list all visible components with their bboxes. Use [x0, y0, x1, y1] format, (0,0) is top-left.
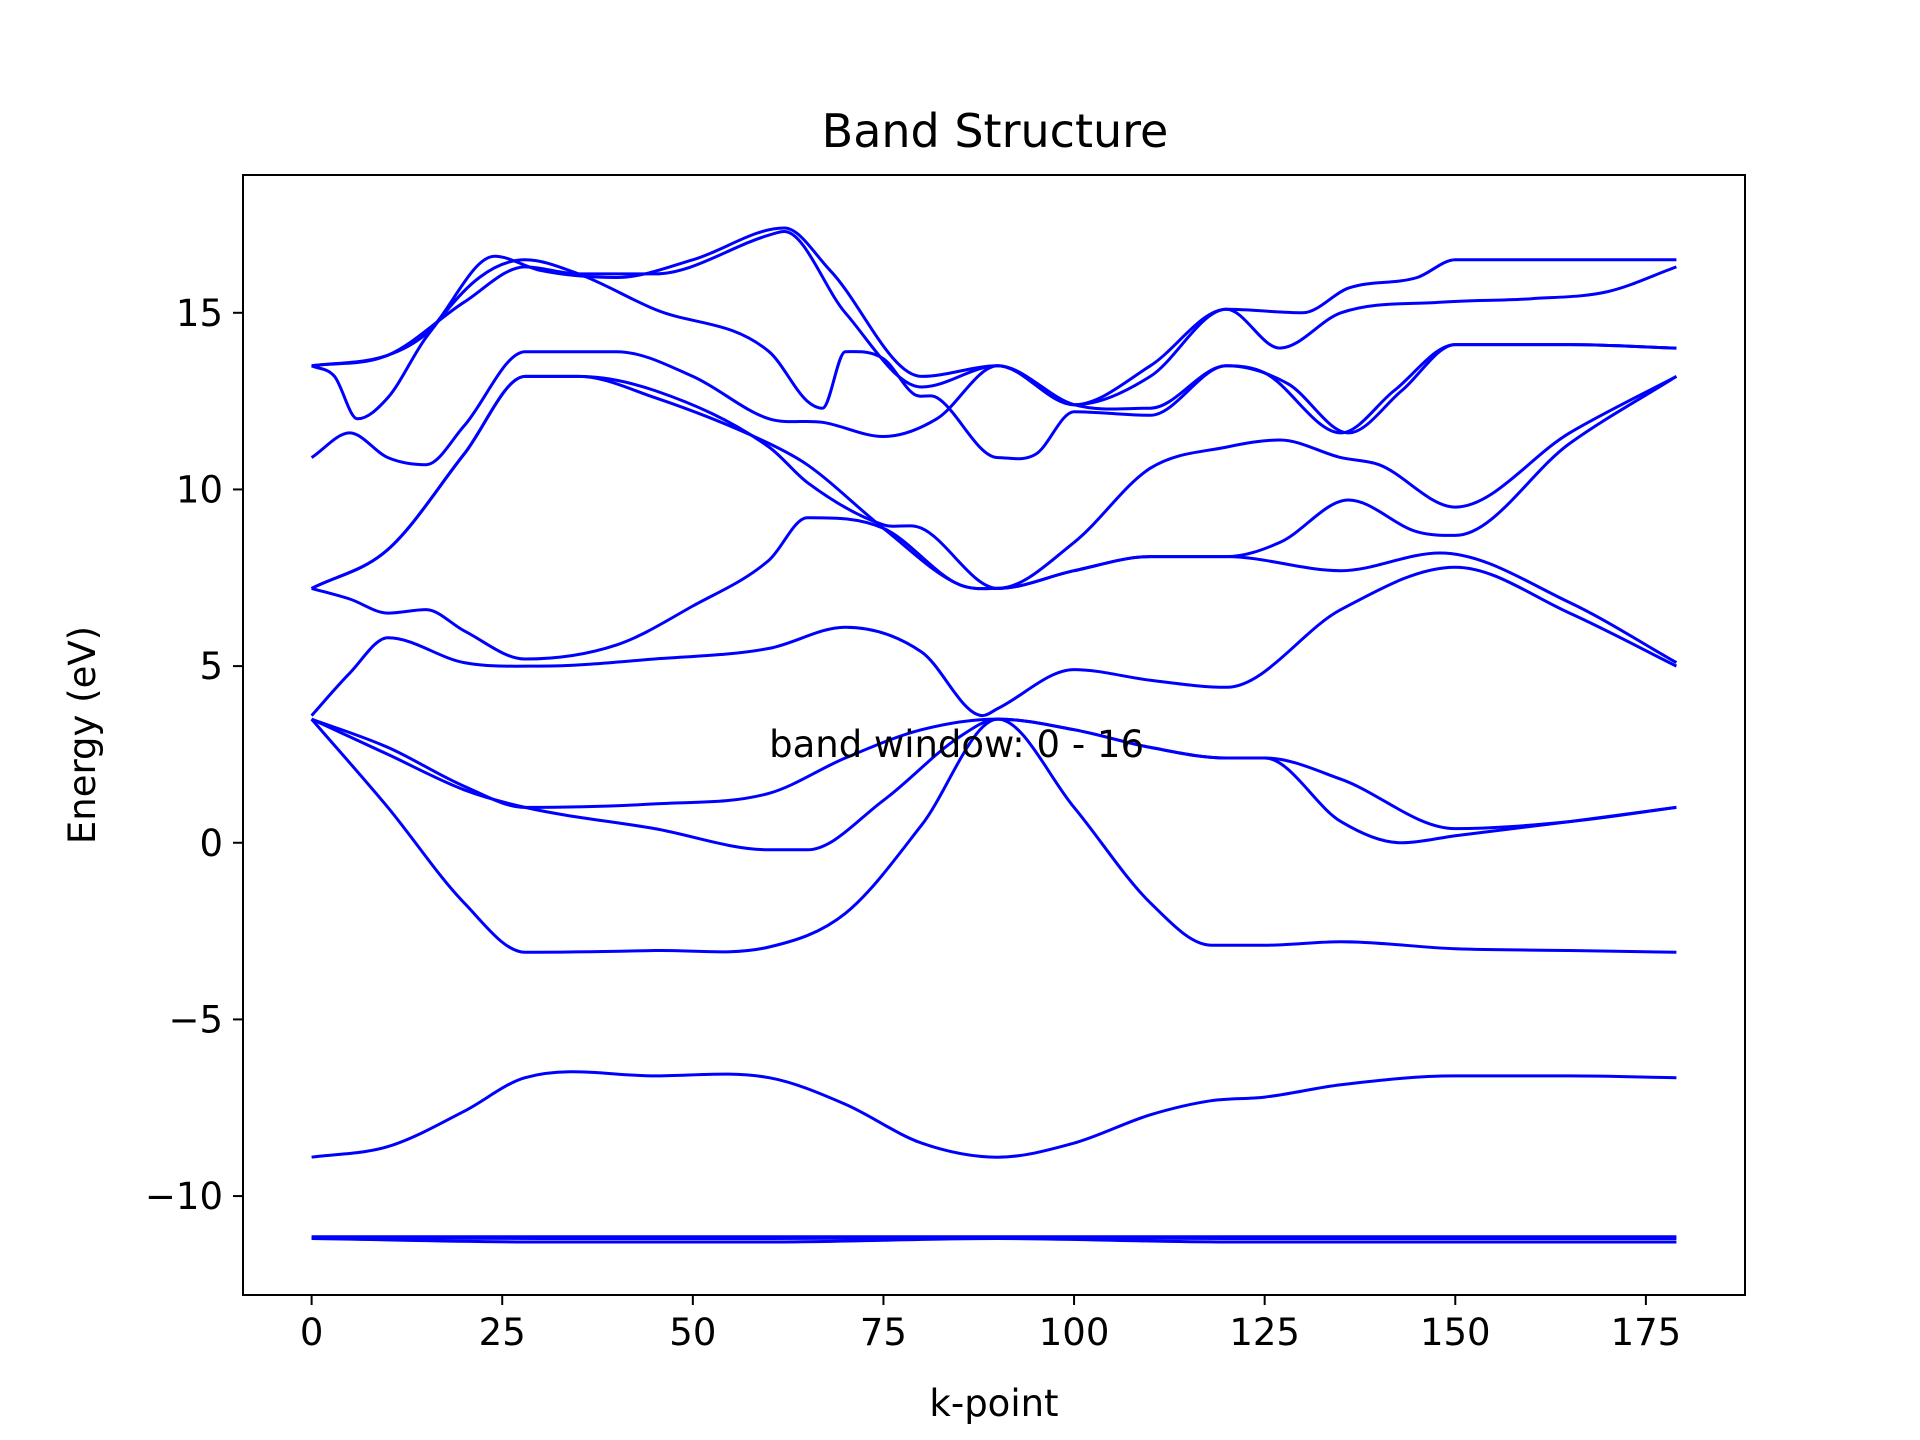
x-axis: 0 25 50 75 100 125 150 175 [300, 1295, 1681, 1354]
x-tick-label: 75 [860, 1311, 907, 1354]
plot-frame [242, 174, 1746, 1296]
band-line-15 [311, 226, 1677, 407]
y-tick-label: 15 [176, 292, 223, 335]
band-line-8 [310, 565, 1678, 718]
band-line-14 [311, 230, 1677, 407]
x-tick-label: 150 [1420, 1311, 1491, 1354]
y-tick-label: 0 [199, 822, 223, 865]
y-tick-label: −5 [168, 998, 223, 1041]
x-tick-label: 25 [479, 1311, 526, 1354]
x-tick-label: 125 [1229, 1311, 1300, 1354]
band-line-11 [310, 374, 1678, 590]
y-axis-label: Energy (eV) [61, 626, 104, 844]
band-line-3 [311, 1236, 1677, 1241]
x-tick-label: 0 [300, 1311, 324, 1354]
band-window-annotation: band window: 0 - 16 [769, 723, 1144, 766]
x-tick-label: 50 [669, 1311, 716, 1354]
band-line-5 [310, 717, 1677, 954]
x-axis-label: k-point [929, 1382, 1058, 1425]
y-tick-label: 10 [176, 468, 223, 511]
x-tick-label: 175 [1611, 1311, 1682, 1354]
chart-title: Band Structure [822, 104, 1169, 158]
y-tick-label: 5 [199, 645, 223, 688]
x-tick-label: 100 [1039, 1311, 1110, 1354]
y-axis: −10 −5 0 5 10 15 [145, 292, 243, 1218]
band-line-7 [311, 717, 1677, 831]
band-line-12 [310, 343, 1677, 467]
y-tick-label: −10 [145, 1175, 223, 1218]
band-lines [310, 226, 1678, 1244]
band-line-4 [311, 1070, 1677, 1159]
